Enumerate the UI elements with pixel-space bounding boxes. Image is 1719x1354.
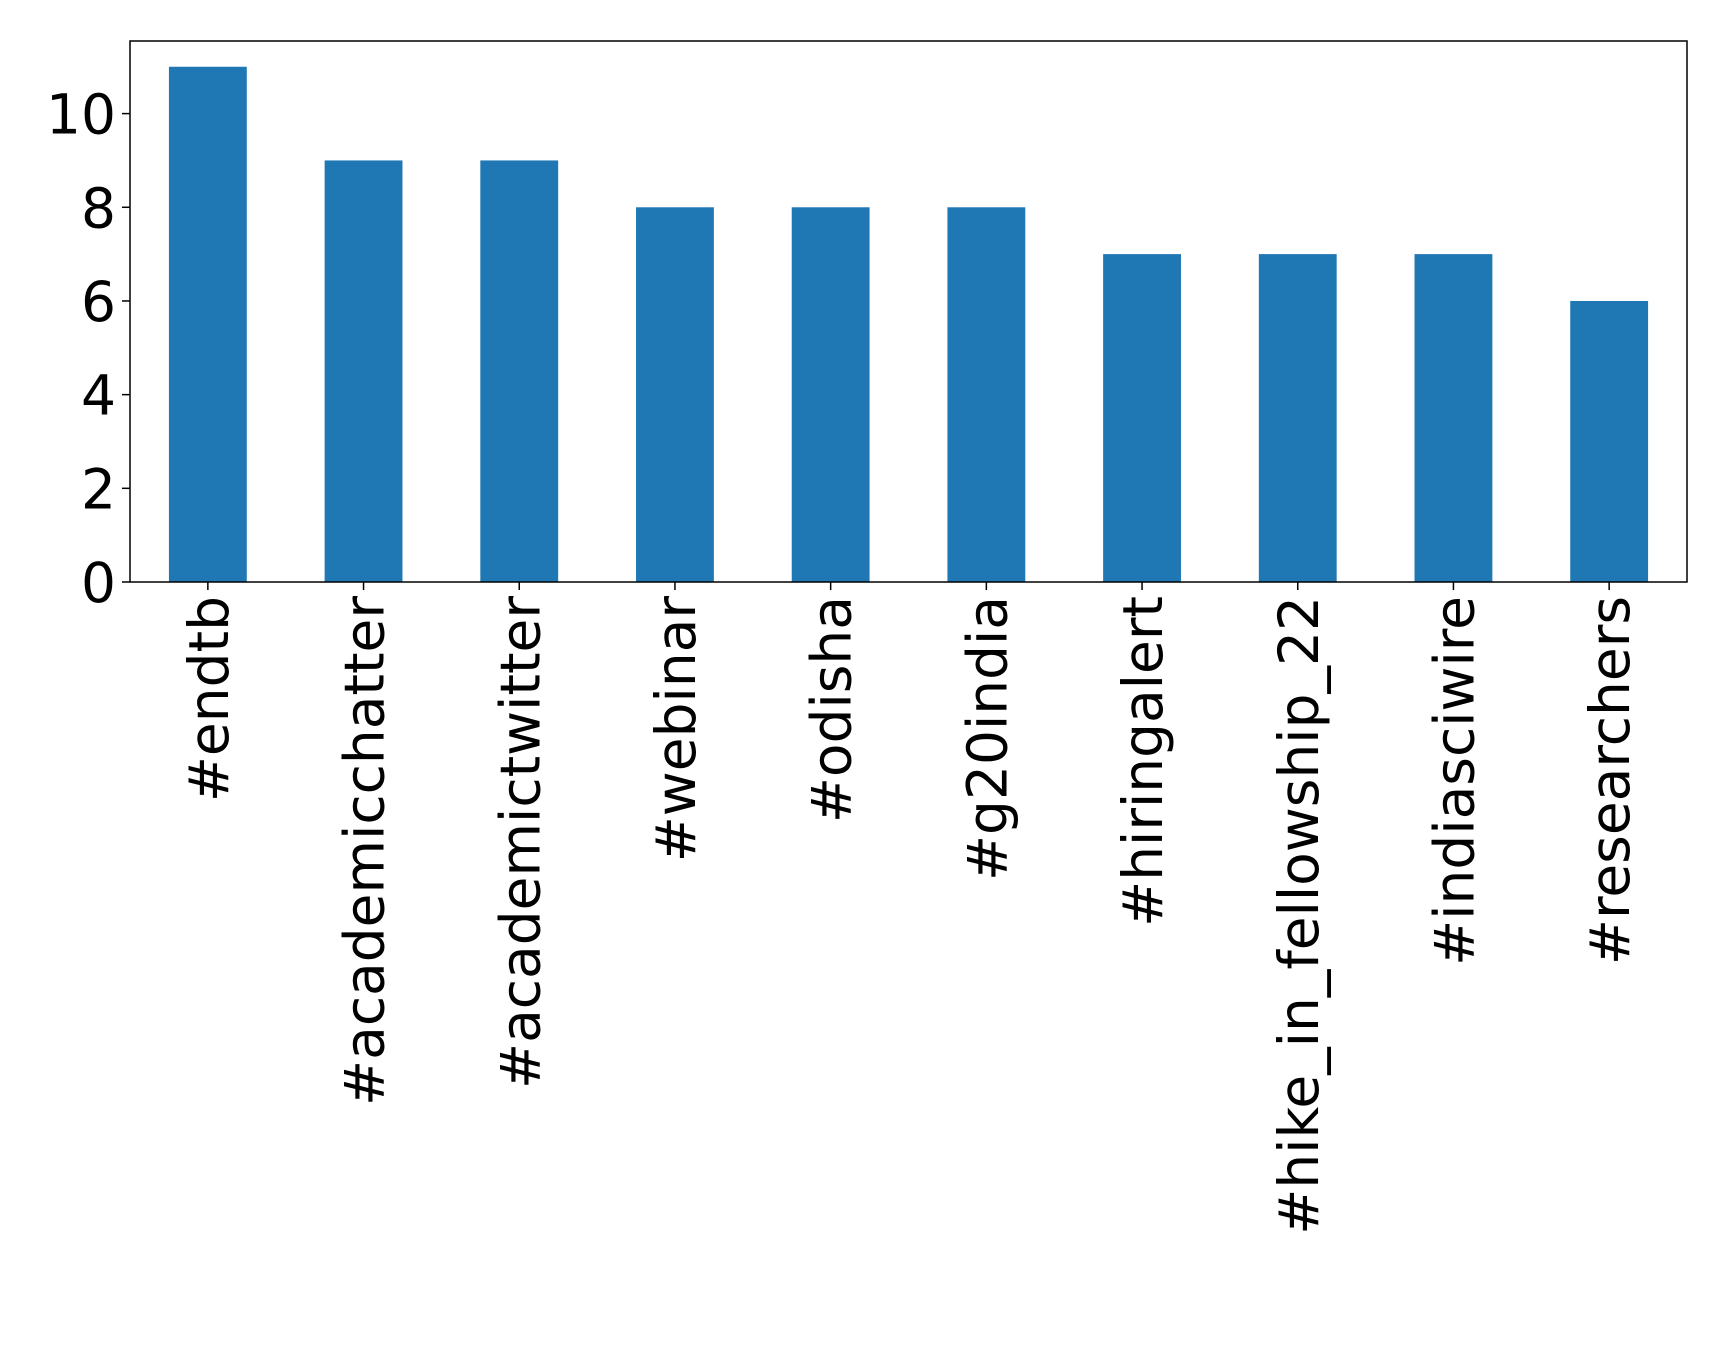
bar	[947, 207, 1026, 583]
x-tick-label: #webinar	[644, 596, 708, 863]
x-tick-label: #hiringalert	[1111, 596, 1175, 927]
x-tick-label: #academictwitter	[488, 596, 552, 1089]
bar	[480, 160, 559, 582]
x-tick-label: #indiasciwire	[1422, 596, 1486, 966]
bar	[324, 160, 403, 582]
bar	[791, 207, 870, 583]
y-tick-label: 10	[46, 83, 116, 147]
bar	[1414, 254, 1493, 582]
bar	[1258, 254, 1337, 582]
bar	[636, 207, 714, 583]
y-tick-label: 6	[81, 270, 116, 334]
plot-frame	[129, 40, 1688, 583]
y-tick-label: 4	[81, 364, 116, 428]
bar	[168, 66, 247, 582]
bar	[1103, 254, 1181, 582]
y-tick-label: 0	[81, 551, 116, 615]
x-tick-label: #endtb	[177, 596, 241, 802]
bar	[1570, 300, 1649, 582]
y-tick-label: 2	[81, 457, 116, 521]
y-tick-label: 8	[81, 176, 116, 240]
x-tick-label: #researchers	[1578, 596, 1642, 965]
x-tick-label: #academicchatter	[333, 596, 397, 1106]
x-tick-label: #g20india	[955, 596, 1019, 881]
x-tick-label: #odisha	[800, 596, 864, 823]
x-tick-label: #hike_in_fellowship_22	[1267, 596, 1331, 1235]
